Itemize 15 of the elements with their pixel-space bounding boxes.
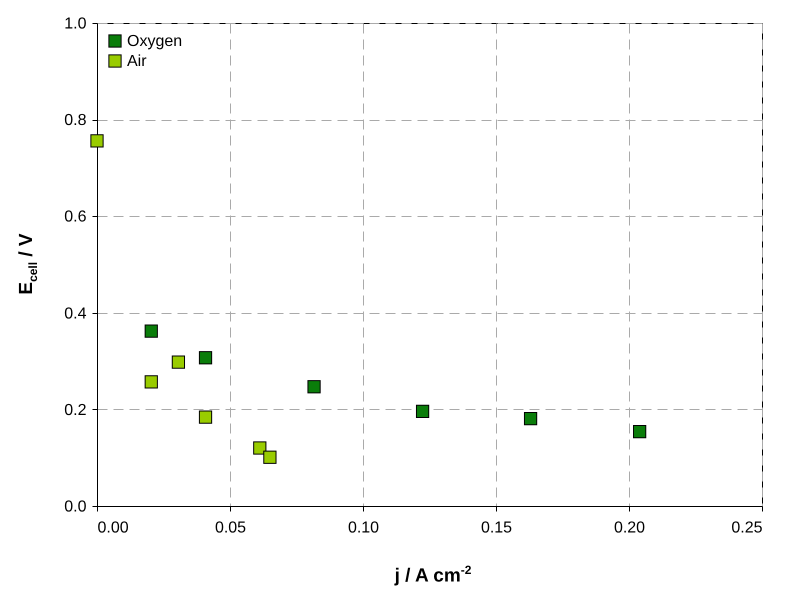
y-tick-label: 0.6 bbox=[64, 208, 87, 226]
y-tick-label: 0.0 bbox=[64, 498, 87, 516]
x-tick-label: 0.20 bbox=[614, 520, 646, 536]
y-tick-label: 0.2 bbox=[64, 402, 87, 419]
x-tick-label: 0.15 bbox=[480, 520, 512, 536]
legend-label: Air bbox=[127, 53, 148, 70]
y-tick-label: 0.8 bbox=[64, 112, 87, 130]
x-tick-label: 0.25 bbox=[731, 520, 763, 536]
y-tick-label: 1.0 bbox=[64, 16, 87, 32]
x-tick-label: 0.05 bbox=[214, 520, 246, 536]
x-axis-title: j / A cm$^{-2}$ bbox=[394, 563, 472, 588]
y-tick-label: 0.4 bbox=[64, 305, 87, 322]
x-tick-label: 0.00 bbox=[98, 520, 129, 536]
x-tick-label: 0.10 bbox=[348, 520, 380, 536]
legend-label: Oxygen bbox=[127, 33, 182, 50]
